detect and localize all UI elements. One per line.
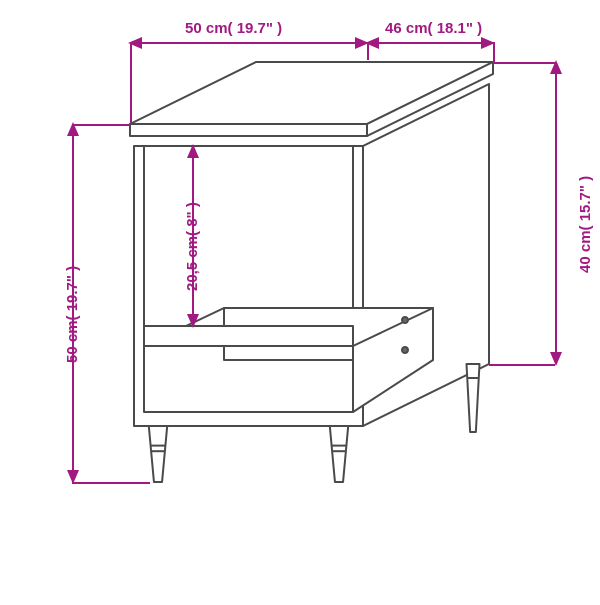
dim-depth-ext-r bbox=[493, 42, 495, 62]
dim-bh-ext-b bbox=[489, 364, 555, 366]
dim-bh-label: 40 cm( 15.7" ) bbox=[577, 176, 594, 273]
dim-depth-arrow-l bbox=[365, 37, 379, 49]
dim-dh-arrow-d bbox=[187, 314, 199, 328]
dim-depth-line bbox=[367, 42, 493, 44]
dim-width-line bbox=[130, 42, 367, 44]
dim-h-label: 50 cm( 19.7" ) bbox=[64, 266, 81, 363]
dim-dh-arrow-u bbox=[187, 144, 199, 158]
dim-width-label: 50 cm( 19.7" ) bbox=[185, 20, 282, 37]
dim-h-ext-t bbox=[72, 124, 130, 126]
furniture-drawing bbox=[0, 0, 600, 600]
diagram-container: 50 cm( 19.7" ) 46 cm( 18.1" ) 50 cm( 19.… bbox=[0, 0, 600, 600]
dim-depth-label: 46 cm( 18.1" ) bbox=[385, 20, 482, 37]
dim-dh-label: 20,5 cm( 8" ) bbox=[184, 202, 201, 291]
dim-h-ext-b bbox=[72, 482, 150, 484]
dim-width-ext-l bbox=[130, 42, 132, 124]
dim-bh-ext-t bbox=[493, 62, 555, 64]
dim-bh-line bbox=[555, 62, 557, 364]
